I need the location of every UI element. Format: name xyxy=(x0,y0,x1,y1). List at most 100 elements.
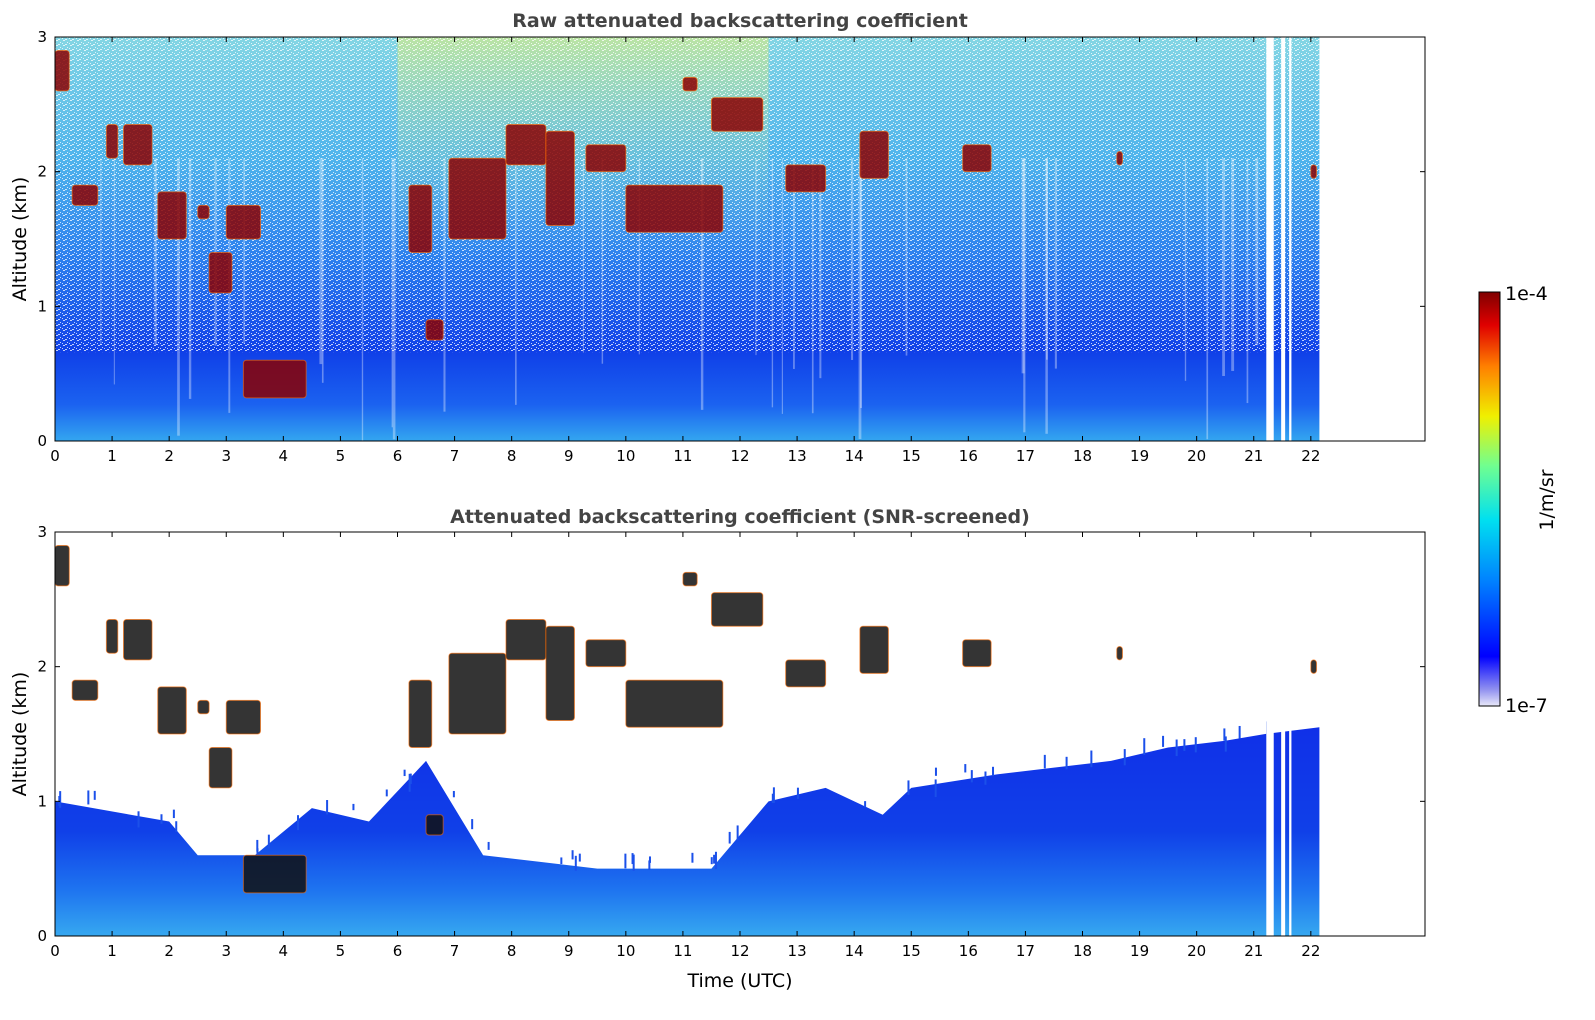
noise-streak xyxy=(1054,158,1057,369)
x-tick-label: 22 xyxy=(1301,447,1320,465)
screened-edge-pixel xyxy=(771,793,774,804)
x-tick-label: 12 xyxy=(730,942,749,960)
screened-edge-pixel xyxy=(992,766,995,776)
cloud-layer xyxy=(545,131,575,226)
screened-edge-pixel xyxy=(137,811,140,828)
x-axis-label: Time (UTC) xyxy=(686,970,792,992)
cloud-layer-edge xyxy=(682,571,698,587)
noise-streak xyxy=(1222,158,1225,377)
cloud-layer-edge xyxy=(1310,659,1318,674)
cloud-layer xyxy=(785,659,826,687)
noise-streak xyxy=(1246,158,1249,404)
cloud-layer-edge xyxy=(408,679,433,748)
screened-edge-pixel xyxy=(631,853,634,865)
noise-streak xyxy=(771,158,774,408)
cloud-layer-edge xyxy=(105,619,119,654)
screened-signal-area xyxy=(55,727,1320,936)
x-tick-label: 12 xyxy=(730,447,749,465)
noise-streak xyxy=(755,158,757,356)
screened-edge-pixel xyxy=(403,769,406,777)
cloud-layer-edge xyxy=(425,814,444,836)
cloud-layer xyxy=(55,50,70,91)
screened-edge-pixel xyxy=(728,831,731,844)
x-tick-label: 13 xyxy=(788,447,807,465)
panel-raw-title: Raw attenuated backscattering coefficien… xyxy=(512,10,968,32)
cloud-layer-edge xyxy=(1116,150,1123,166)
cloud-layer xyxy=(711,592,763,627)
x-tick-label: 9 xyxy=(564,942,574,960)
screened-edge-pixel xyxy=(87,790,90,805)
noise-streak xyxy=(391,158,393,428)
x-tick-label: 5 xyxy=(336,447,346,465)
cloud-layer-edge xyxy=(785,164,827,193)
cloud-layer xyxy=(505,124,546,165)
screened-edge-pixel xyxy=(632,854,635,871)
cloud-layer-edge xyxy=(242,359,307,399)
x-tick-label: 14 xyxy=(845,447,864,465)
x-tick-label: 3 xyxy=(221,942,231,960)
cloud-layer-edge xyxy=(157,686,187,735)
screened-edge-pixel xyxy=(1090,750,1093,768)
cloud-layer-edge xyxy=(197,204,210,220)
noise-streak xyxy=(700,158,704,410)
noise-streak xyxy=(1184,158,1187,381)
screened-edge-pixel xyxy=(1183,739,1186,751)
screened-edge-pixel xyxy=(1065,756,1068,770)
x-tick-label: 11 xyxy=(673,447,692,465)
screened-edge-pixel xyxy=(352,803,355,811)
noise-streak xyxy=(851,158,854,360)
plot-area-screened xyxy=(54,532,1320,936)
cloud-layer-edge xyxy=(785,659,827,688)
cloud-layer xyxy=(448,158,506,239)
noise-streak xyxy=(638,158,640,355)
x-tick-label: 1 xyxy=(107,942,117,960)
noise-streak xyxy=(1255,158,1259,346)
x-tick-label: 13 xyxy=(788,942,807,960)
y-tick-label: 2 xyxy=(37,163,47,181)
noise-streak xyxy=(1206,158,1209,440)
x-tick-label: 14 xyxy=(845,942,864,960)
cloud-layer xyxy=(72,185,98,206)
panel-raw: Raw attenuated backscattering coefficien… xyxy=(9,10,1426,465)
x-tick-label: 7 xyxy=(450,447,460,465)
noise-streak xyxy=(781,158,783,414)
cloud-layer xyxy=(123,619,153,660)
cloud-layer-edge xyxy=(682,76,698,92)
noise-streak xyxy=(100,158,102,346)
x-tick-label: 15 xyxy=(902,447,921,465)
x-tick-label: 19 xyxy=(1130,447,1149,465)
cloud-layer xyxy=(682,572,698,586)
noise-streak xyxy=(177,158,180,436)
screened-edge-pixel xyxy=(408,773,411,792)
cloud-layer xyxy=(859,131,889,179)
cloud-layer xyxy=(1116,646,1123,660)
cloud-layer-edge xyxy=(710,97,764,132)
cloud-layer-edge xyxy=(225,204,261,240)
cloud-layer xyxy=(859,626,889,674)
screened-edge-pixel xyxy=(571,850,574,860)
cloud-layer xyxy=(106,124,118,159)
noise-streak xyxy=(392,158,396,440)
data-gap xyxy=(1266,37,1274,441)
data-gap xyxy=(1266,532,1274,936)
noise-streak xyxy=(858,158,862,440)
x-tick-label: 18 xyxy=(1073,447,1092,465)
data-gap xyxy=(1289,37,1292,441)
screened-edge-pixel xyxy=(648,860,651,870)
noise-streak xyxy=(443,158,446,412)
cloud-layer xyxy=(426,814,444,835)
cloud-layer-edge xyxy=(1310,164,1318,179)
cloud-layer xyxy=(625,185,723,233)
cloud-layer-edge xyxy=(448,157,507,240)
y-tick-label: 0 xyxy=(37,927,47,945)
cloud-layer xyxy=(106,619,118,654)
cloud-layer-edge xyxy=(242,854,307,894)
x-tick-label: 21 xyxy=(1244,942,1263,960)
y-axis-label-screened: Altitude (km) xyxy=(9,672,31,797)
cloud-layer-edge xyxy=(585,144,627,173)
cloud-layer xyxy=(209,252,232,293)
screened-edge-pixel xyxy=(624,853,627,869)
screened-edge-pixel xyxy=(267,834,270,849)
cloud-layer-edge xyxy=(448,652,507,735)
